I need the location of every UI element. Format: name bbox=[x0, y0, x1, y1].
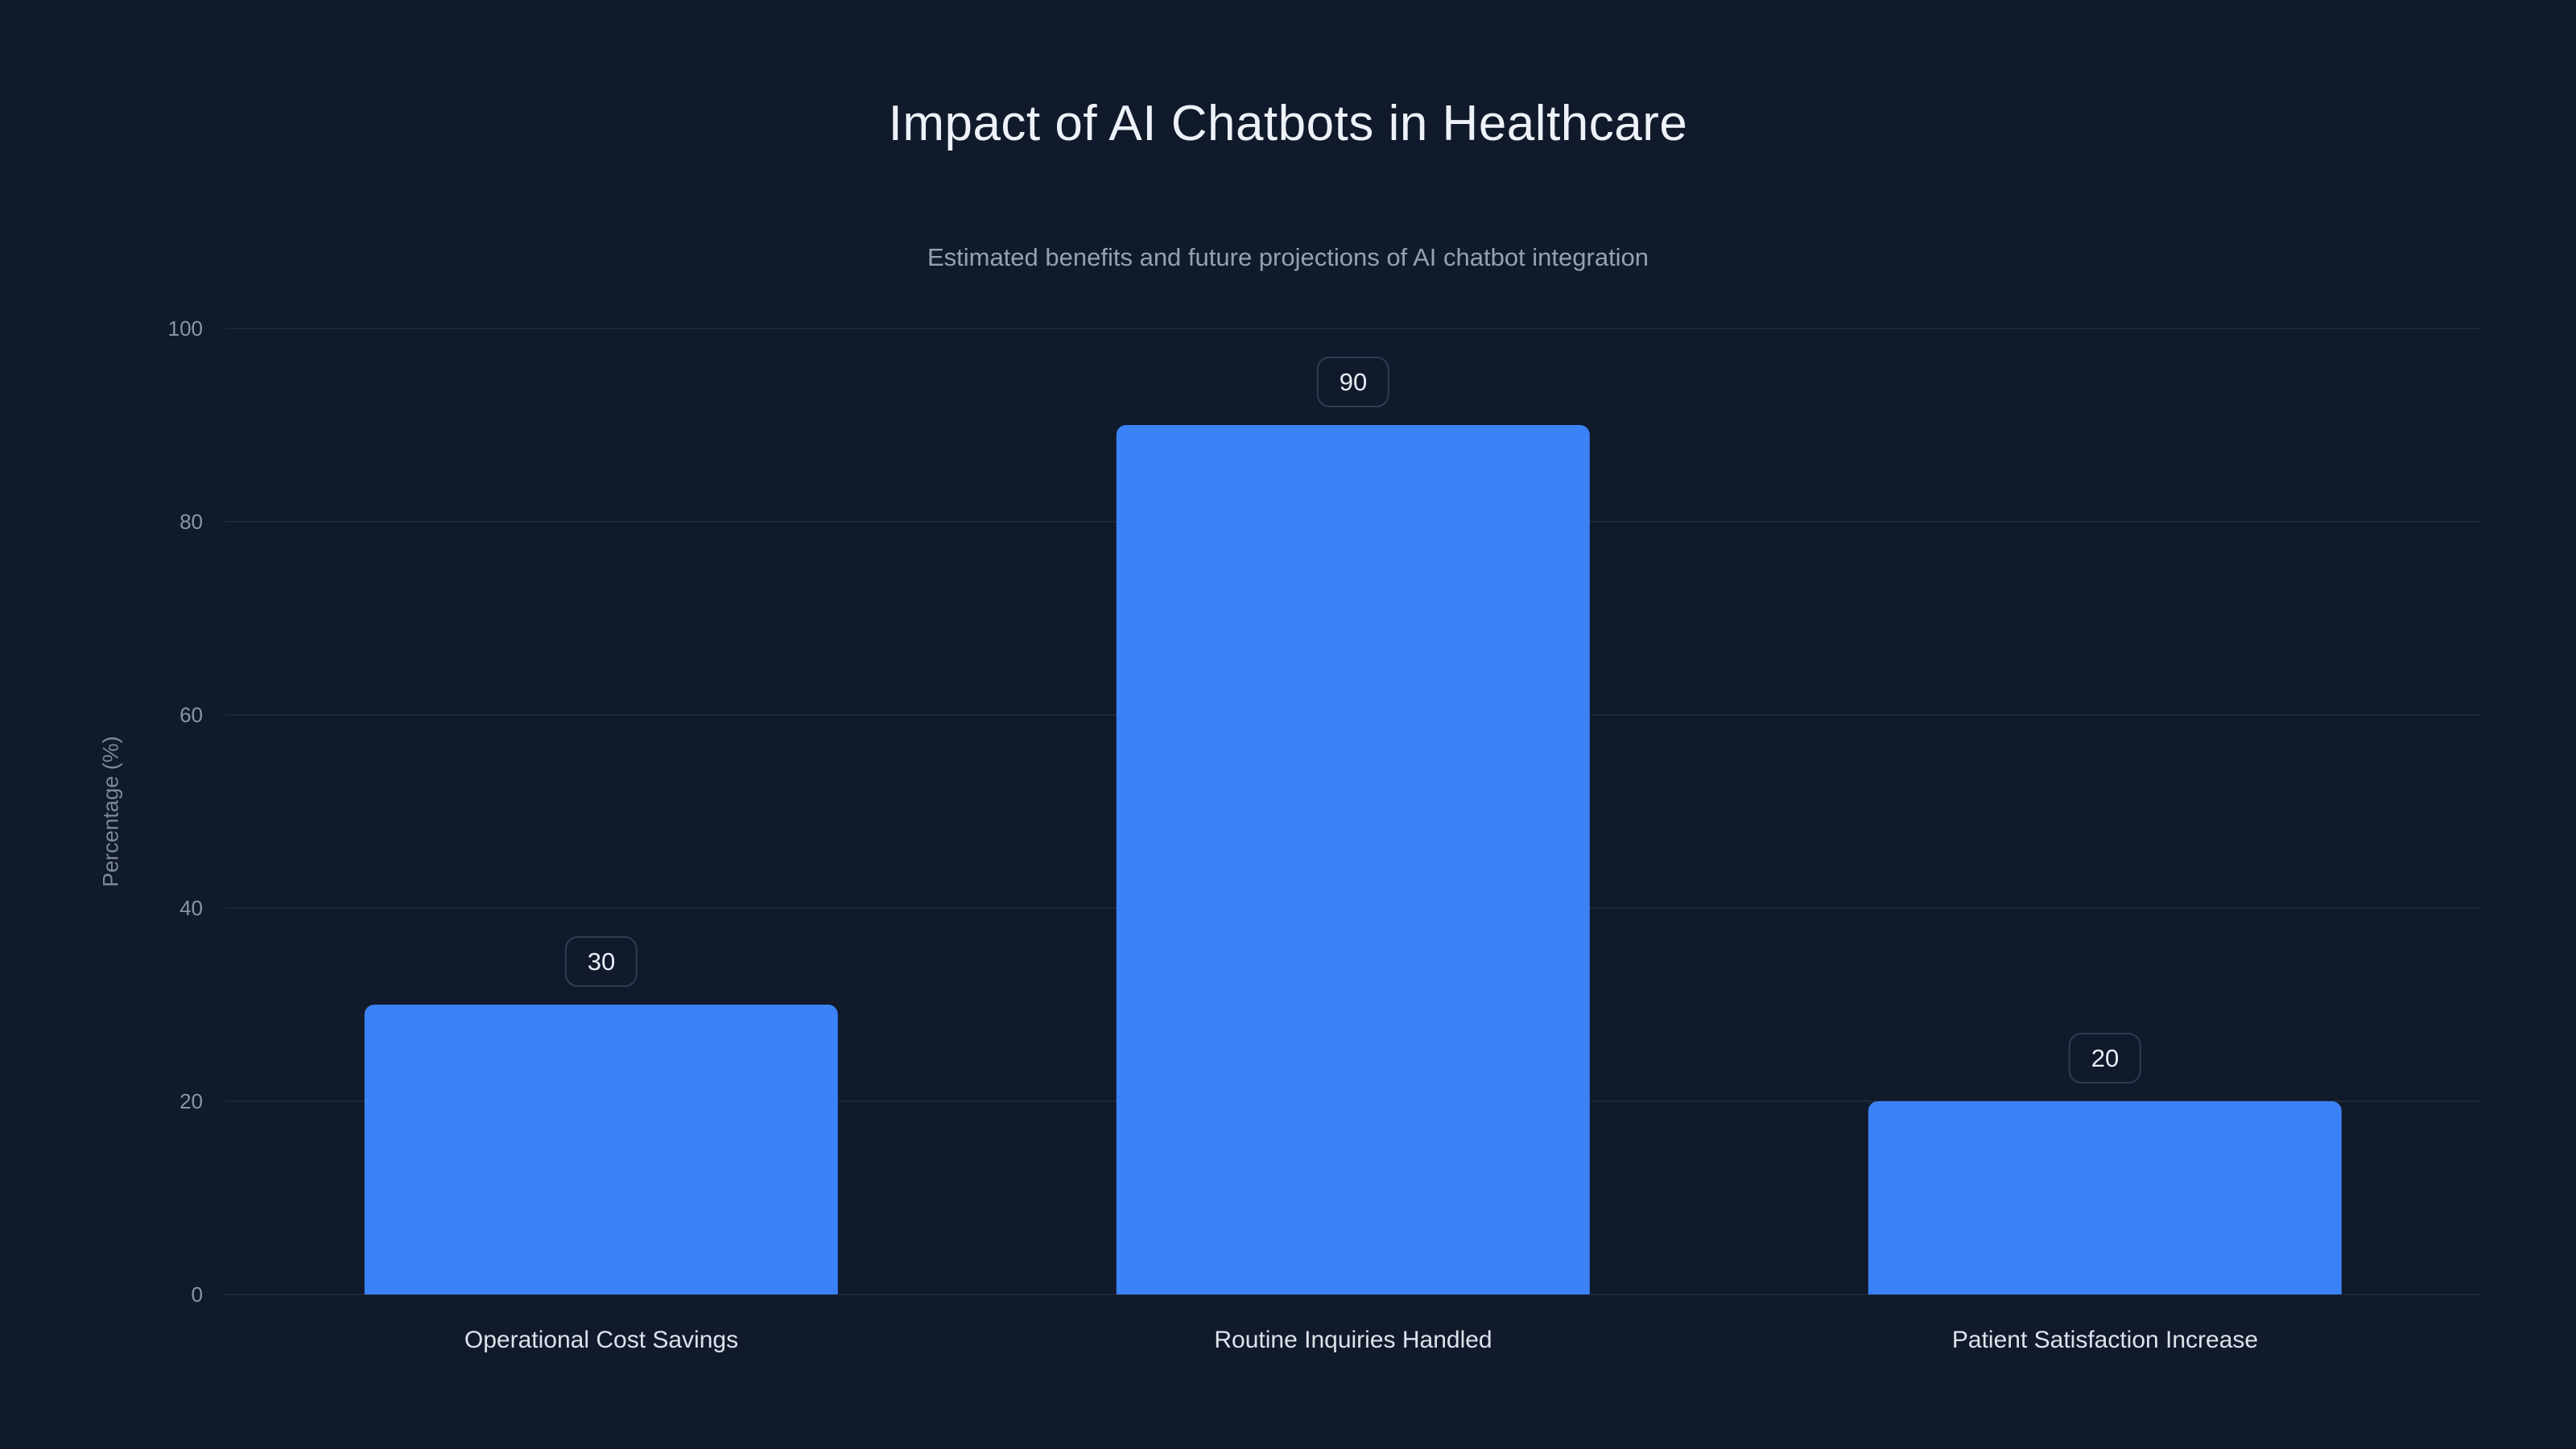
y-tick-label: 80 bbox=[180, 510, 203, 534]
y-tick-label: 0 bbox=[191, 1282, 203, 1307]
gridline bbox=[225, 1294, 2481, 1295]
value-badge-operational-cost-savings: 30 bbox=[564, 936, 638, 987]
plot-area: 0 20 40 60 80 100 30 Operational Cost Savings 9… bbox=[168, 318, 2481, 1353]
category-label-patient-satisfaction-increase: Patient Satisfaction Increase bbox=[1951, 1327, 2259, 1353]
bar-patient-satisfaction-increase[interactable] bbox=[1868, 1101, 2343, 1294]
value-badge-patient-satisfaction-increase: 20 bbox=[2068, 1033, 2142, 1084]
y-tick-label: 60 bbox=[180, 703, 203, 727]
bar-slot-routine-inquiries-handled: 90 Routine Inquiries Handled bbox=[977, 328, 1729, 1353]
bar-operational-cost-savings[interactable] bbox=[364, 1005, 839, 1294]
bar-slot-operational-cost-savings: 30 Operational Cost Savings bbox=[225, 328, 977, 1353]
gridline bbox=[225, 328, 2481, 329]
bar-routine-inquiries-handled[interactable] bbox=[1116, 425, 1591, 1294]
chart-title: Impact of AI Chatbots in Healthcare bbox=[888, 96, 1688, 151]
bar-slot-patient-satisfaction-increase: 20 Patient Satisfaction Increase bbox=[1729, 328, 2481, 1353]
chart-subtitle: Estimated benefits and future projection… bbox=[927, 243, 1649, 271]
value-badge-routine-inquiries-handled: 90 bbox=[1316, 357, 1390, 407]
category-label-routine-inquiries-handled: Routine Inquiries Handled bbox=[1214, 1327, 1492, 1353]
y-tick-label: 40 bbox=[180, 896, 203, 920]
y-tick-label: 100 bbox=[167, 316, 203, 341]
bars-container: 30 Operational Cost Savings 90 Routine Inqu… bbox=[225, 328, 2481, 1353]
category-label-operational-cost-savings: Operational Cost Savings bbox=[464, 1327, 739, 1353]
y-axis-title: Percentage (%) bbox=[98, 736, 123, 887]
y-tick-label: 20 bbox=[180, 1089, 203, 1113]
